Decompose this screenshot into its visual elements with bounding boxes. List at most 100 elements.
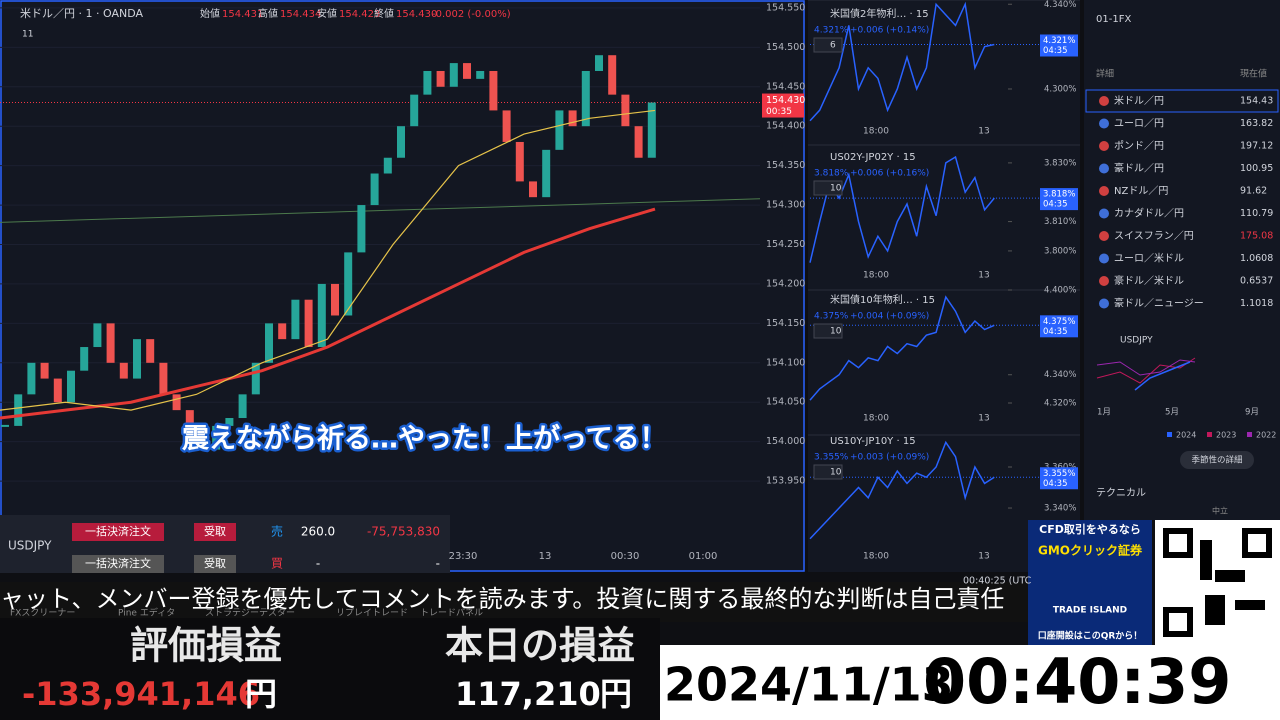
y-tick-label: 154.200 (766, 278, 805, 289)
flag-icon (1099, 208, 1109, 219)
symbol-price: 110.79 (1240, 208, 1273, 219)
candle (185, 410, 194, 442)
candle (106, 323, 115, 363)
candle (291, 299, 300, 340)
y-tick-label: 154.250 (766, 239, 805, 250)
amount: 260.0 (301, 525, 335, 539)
panel-quote: 4.375% (814, 312, 849, 322)
ohlc-label: 高値 (258, 7, 278, 20)
symbol-name: スイスフラン／円 (1114, 230, 1194, 242)
y-tick-label: 154.150 (766, 318, 805, 329)
ohlc-label: 終値 (374, 7, 394, 20)
x-tick-label: 01:00 (689, 551, 718, 562)
symbol-name: カナダドル／円 (1114, 207, 1184, 220)
price-tag-label: 4.321% (1043, 36, 1075, 46)
ad-text: GMOクリック証券 (1038, 543, 1143, 558)
last-price-label: 154.430 (766, 95, 805, 106)
candle (146, 339, 155, 363)
flag-icon (1099, 118, 1109, 129)
symbol-price: 197.12 (1240, 141, 1273, 152)
seasonal-line (1134, 361, 1191, 391)
candle (463, 63, 471, 79)
candle (344, 252, 353, 316)
moving-average (0, 207, 656, 420)
y-tick-label: 154.100 (766, 357, 805, 368)
qr-pattern (1163, 528, 1272, 637)
candle (370, 173, 379, 206)
tab: Pine エディタ (118, 607, 175, 619)
technical-title: テクニカル (1096, 487, 1146, 499)
candle (383, 157, 392, 174)
x-tick-label: 00:30 (611, 551, 640, 562)
candle (80, 347, 89, 371)
candle (251, 362, 260, 395)
symbol-name: ポンド／円 (1114, 140, 1164, 152)
ohlc-value: 154.434 (280, 9, 321, 20)
panel-count: 10 (830, 468, 842, 478)
candle (304, 299, 313, 348)
candle (133, 339, 141, 379)
y-tick-label: 154.500 (766, 42, 805, 53)
x-tick-label: 18:00 (863, 414, 889, 424)
pnl-value: -133,941,146 (22, 675, 260, 713)
candle (595, 55, 603, 71)
price-tag (1040, 315, 1078, 338)
candle (423, 70, 432, 95)
candle (397, 126, 405, 158)
x-tick-label: 13 (978, 127, 989, 137)
candle (608, 55, 617, 95)
symbol-name: 米ドル／円 (1114, 94, 1164, 107)
candle (542, 149, 551, 198)
candle (476, 70, 485, 79)
y-tick-label: 3.810% (1044, 217, 1076, 227)
flag-icon (1099, 96, 1109, 106)
candle (199, 441, 207, 450)
panel-count: 10 (830, 184, 842, 194)
y-tick-label: 4.320% (1044, 398, 1076, 408)
clock-time: 00:40:39 (923, 645, 1231, 718)
y-tick-label: 154.400 (766, 121, 805, 132)
tab: トレードパネル (420, 608, 483, 619)
flag-icon (1099, 163, 1109, 174)
candle (14, 394, 23, 426)
yield-line (809, 1, 995, 122)
legend-swatch (1247, 432, 1252, 437)
count-box (813, 323, 843, 339)
panel-change: +0.004 (+0.09%) (850, 312, 929, 322)
ad-text: CFD取引をやるなら (1039, 522, 1141, 536)
legend-label: 2022 (1256, 431, 1276, 440)
change: -0.002 (-0.00%) (432, 9, 511, 20)
main-chart-bg (0, 0, 805, 572)
y-tick-label: 4.340% (1044, 370, 1076, 380)
column-header: 詳細 (1096, 68, 1114, 80)
y-tick-label: 3.800% (1044, 246, 1076, 256)
amount: - (316, 557, 320, 571)
candle (357, 205, 366, 253)
pnl-unit: 円 (245, 675, 277, 713)
symbol-price: 175.08 (1240, 231, 1273, 242)
flag-icon (1099, 298, 1109, 309)
candle (93, 323, 102, 348)
receive-label: 受取 (204, 557, 226, 570)
candle (172, 394, 181, 411)
seasonal-link: 季節性の詳細 (1191, 455, 1242, 466)
ohlc-value: 154.430 (396, 9, 437, 20)
panel-change: +0.006 (+0.14%) (850, 26, 929, 36)
panel-count: 6 (830, 41, 836, 51)
ohlc-label: 安値 (317, 7, 337, 20)
symbol-name: 豪ドル／ニュージー (1114, 297, 1204, 310)
pnl-bg (0, 618, 660, 720)
yield-line (809, 295, 995, 401)
y-tick-label: 154.350 (766, 160, 805, 171)
pnl-label: 本日の損益 (445, 624, 635, 668)
symbol-name: 豪ドル／円 (1114, 162, 1164, 175)
panel-title: US02Y-JP02Y · 15 (830, 152, 916, 163)
month-label: 5月 (1165, 408, 1179, 418)
y-tick-label: 4.300% (1044, 84, 1076, 94)
candle (159, 362, 168, 395)
button (1180, 451, 1254, 469)
qr-eye (1169, 613, 1187, 631)
candle (529, 181, 537, 198)
close-all-button (72, 523, 164, 541)
